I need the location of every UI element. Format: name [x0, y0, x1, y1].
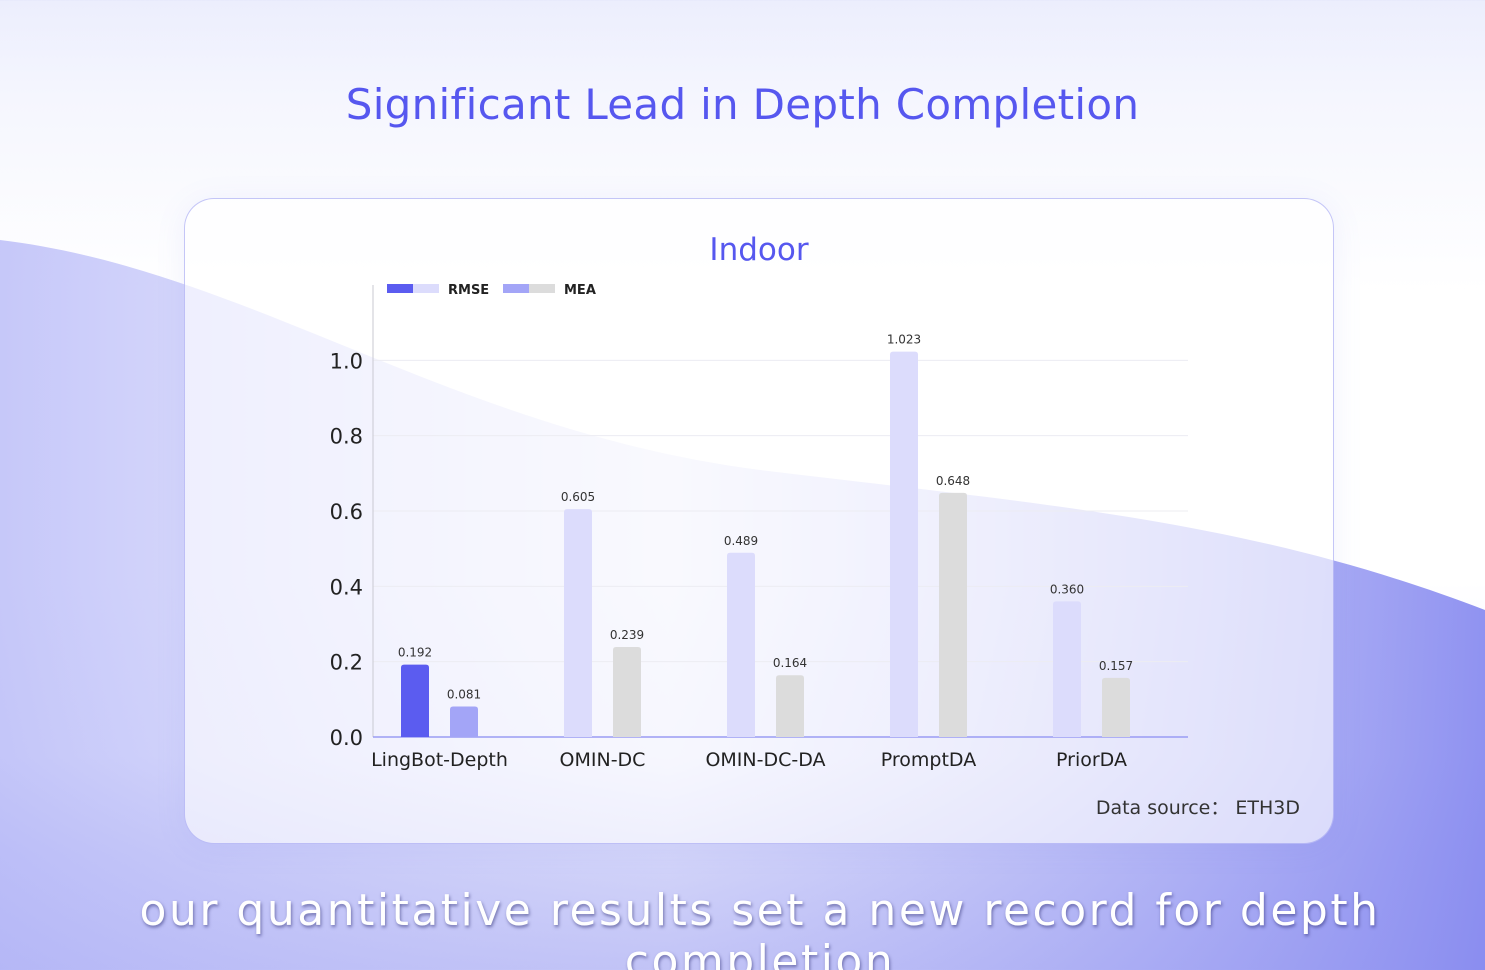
y-tick-label: 0.6 [330, 500, 363, 524]
footer-tagline: our quantitative results set a new recor… [139, 885, 1381, 970]
mea-bar [1102, 677, 1130, 737]
y-tick-label: 1.0 [330, 349, 363, 373]
mea-bar [776, 675, 804, 737]
data-label: 1.023 [887, 333, 921, 347]
mea-bar [450, 706, 478, 737]
rmse-bar [401, 664, 429, 737]
data-label: 0.605 [561, 490, 595, 504]
rmse-bar [727, 552, 755, 737]
mea-bar [613, 646, 641, 737]
data-label: 0.192 [398, 646, 432, 660]
data-label: 0.489 [724, 534, 758, 548]
chart-title: Indoor [709, 232, 808, 268]
x-tick-label: OMIN-DC [560, 749, 646, 771]
grid-lines [373, 359, 1188, 663]
bar-marks: 0.192 0.081 0.605 0.239 0.489 0.164 1.023 0.648… [398, 333, 1133, 737]
y-tick-label: 0.2 [330, 651, 363, 675]
x-tick-label: LingBot-Depth [371, 749, 508, 771]
x-tick-label: PromptDA [881, 749, 976, 771]
y-tick-label: 0.4 [330, 575, 363, 599]
data-source-note: Data source： ETH3D [1095, 797, 1300, 819]
y-tick-label: 0.0 [330, 726, 363, 750]
x-tick-label: OMIN-DC-DA [705, 749, 825, 771]
rmse-bar [890, 351, 918, 737]
chart-legend: RMSE MEA [387, 283, 596, 298]
data-label: 0.239 [610, 628, 644, 642]
x-tick-labels: LingBot-Depth OMIN-DC OMIN-DC-DA PromptDA Pr… [371, 749, 1127, 771]
data-label: 0.081 [447, 687, 481, 701]
legend-swatch [413, 284, 439, 293]
data-label: 0.360 [1050, 582, 1084, 596]
data-label: 0.164 [773, 656, 807, 670]
legend-swatch [387, 284, 413, 293]
legend-label: RMSE [448, 283, 489, 298]
legend-label: MEA [564, 283, 596, 298]
legend-swatch [529, 284, 555, 293]
mea-bar [939, 492, 967, 737]
page-headline: Significant Lead in Depth Completion [345, 80, 1140, 129]
legend-swatch [503, 284, 529, 293]
rmse-bar [564, 509, 592, 737]
indoor-bar-chart: Indoor RMSE MEA 0.00.20.40.60.81.0 0.1920… [330, 232, 1188, 771]
x-tick-label: PriorDA [1056, 749, 1127, 771]
rmse-bar [1053, 601, 1081, 737]
data-label: 0.648 [936, 474, 970, 488]
chart-card: Indoor RMSE MEA 0.0 0.2 0.4 0.6 0.8 1.0 0.192 0… [184, 198, 1334, 844]
data-label: 0.157 [1099, 659, 1133, 673]
y-tick-labels: 0.0 0.2 0.4 0.6 0.8 1.0 [330, 349, 363, 750]
y-tick-label: 0.8 [330, 425, 363, 449]
